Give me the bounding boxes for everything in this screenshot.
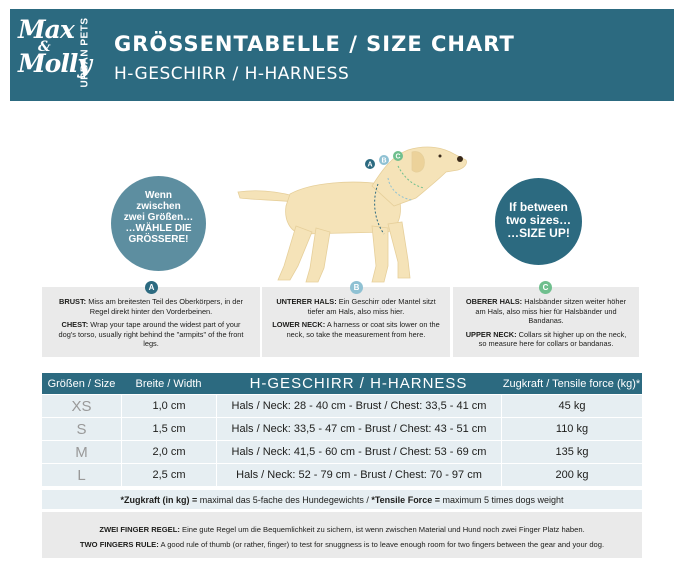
rule-en-text: A good rule of thumb (or rather, finger)… [158, 540, 605, 549]
note-en-label: *Tensile Force = [371, 494, 443, 505]
cell-force: 135 kg [501, 441, 642, 463]
lower-neck-de-label: UNTERER HALS: [276, 297, 337, 306]
logo-line1: Max [18, 15, 75, 44]
cell-force: 45 kg [501, 395, 642, 417]
lower-neck-en-text: A harness or coat sits lower on the neck… [286, 320, 440, 339]
table-row: L 2,5 cm Hals / Neck: 52 - 79 cm - Brust… [42, 463, 642, 486]
rule-de-text: Eine gute Regel um die Bequemlichkeit zu… [179, 525, 585, 534]
tip-de-line2: zwischen [136, 201, 181, 212]
rule-en-label: TWO FINGERS RULE: [79, 540, 159, 549]
logo-side-label: URBAN PETS [79, 17, 91, 88]
cell-width: 1,0 cm [121, 395, 216, 417]
tip-en-line2: two sizes… [505, 213, 572, 227]
page-title: GRÖSSENTABELLE / SIZE CHART [114, 32, 515, 56]
two-finger-rule: ZWEI FINGER REGEL: Eine gute Regel um di… [42, 512, 642, 558]
cell-size: XS [71, 397, 92, 415]
marker-a-icon [365, 159, 375, 169]
page-subtitle: H-GESCHIRR / H-HARNESS [114, 64, 350, 84]
marker-b-icon [379, 155, 389, 165]
note-en-text: maximum 5 times dogs weight [442, 494, 564, 505]
tip-de-line1: Wenn [144, 190, 173, 201]
lower-neck-en-label: LOWER NECK: [272, 320, 326, 329]
cell-size: L [77, 466, 86, 484]
note-de-text: maximal das 5-fache des Hundegewichts / [199, 494, 372, 505]
note-de-label: *Zugkraft (in kg) = [120, 494, 200, 505]
dog-eye [438, 154, 442, 158]
cell-width: 1,5 cm [121, 418, 216, 440]
chest-measure-line [374, 183, 385, 235]
info-panel-chest: BRUST: Miss am breitesten Teil des Oberk… [42, 287, 260, 357]
upper-neck-de-label: OBERER HALS: [465, 297, 523, 306]
cell-force: 110 kg [501, 418, 642, 440]
marker-c-icon [393, 151, 403, 161]
cell-size: M [75, 443, 88, 461]
badge-b: B [350, 281, 363, 294]
cell-measure: Hals / Neck: 28 - 40 cm - Brust / Chest:… [216, 395, 501, 417]
info-panel-upper-neck: OBERER HALS: Halsbänder sitzen weiter hö… [453, 287, 639, 357]
cell-measure: Hals / Neck: 52 - 79 cm - Brust / Chest:… [216, 464, 501, 486]
table-header: Größen / Size Breite / Width H-GESCHIRR … [42, 373, 642, 394]
dog-nose [457, 156, 463, 162]
tip-de-line4: …WÄHLE DIE [125, 223, 192, 234]
upper-neck-measure-line [397, 165, 425, 189]
lower-neck-measure-line [387, 177, 413, 201]
chest-de-text: Miss am breitesten Teil des Oberkörpers,… [88, 297, 243, 316]
info-panel-lower-neck: UNTERER HALS: Ein Geschirr oder Mantel s… [262, 287, 450, 357]
tip-en-line1: If between [509, 200, 568, 214]
tip-en-line3: …SIZE UP! [507, 226, 570, 240]
table-row: M 2,0 cm Hals / Neck: 41,5 - 60 cm - Bru… [42, 440, 642, 463]
logo-side-text: URBAN PETS [78, 17, 92, 89]
badge-a: A [145, 281, 158, 294]
cell-measure: Hals / Neck: 33,5 - 47 cm - Brust / Ches… [216, 418, 501, 440]
tip-de-line5: GRÖSSERE! [128, 234, 189, 245]
table-row: S 1,5 cm Hals / Neck: 33,5 - 47 cm - Bru… [42, 417, 642, 440]
upper-neck-en-text: Collars sit higher up on the neck, so me… [478, 329, 627, 349]
chest-en-text: Wrap your tape around the widest part of… [58, 320, 244, 348]
header-size: Größen / Size [47, 377, 116, 390]
cell-measure: Hals / Neck: 41,5 - 60 cm - Brust / Ches… [216, 441, 501, 463]
header-harness: H-GESCHIRR / H-HARNESS [249, 375, 468, 392]
logo-amp: & [38, 39, 51, 55]
logo-line2: Molly [18, 49, 92, 78]
cell-width: 2,5 cm [121, 464, 216, 486]
chest-de-label: BRUST: [59, 297, 87, 306]
tensile-force-note: *Zugkraft (in kg) = maximal das 5-fache … [42, 489, 642, 509]
header-width: Breite / Width [135, 377, 202, 390]
chest-en-label: CHEST: [61, 320, 89, 329]
dog-illustration: A B C [237, 146, 467, 283]
lower-neck-de-text: Ein Geschirr oder Mantel sitzt tiefer am… [307, 297, 436, 316]
cell-size: S [76, 420, 87, 438]
size-tip-circle-en: If between two sizes… …SIZE UP! [495, 178, 582, 265]
marker-c-label: C [395, 154, 400, 161]
header-force: Zugkraft / Tensile force (kg)* [502, 377, 641, 390]
size-tip-circle-de: Wenn zwischen zwei Größen… …WÄHLE DIE GR… [111, 176, 206, 271]
cell-width: 2,0 cm [121, 441, 216, 463]
cell-force: 200 kg [501, 464, 642, 486]
header-banner: Max & Molly URBAN PETS GRÖSSENTABELLE / … [10, 9, 674, 101]
tip-de-line3: zwei Größen… [123, 212, 194, 223]
rule-de-label: ZWEI FINGER REGEL: [99, 525, 180, 534]
marker-a-label: A [367, 162, 372, 169]
marker-b-label: B [381, 158, 386, 165]
upper-neck-en-label: UPPER NECK: [465, 329, 517, 339]
badge-c: C [539, 281, 552, 294]
upper-neck-de-text: Halsbänder sitzen weiter höher am Hals, … [475, 297, 627, 325]
table-row: XS 1,0 cm Hals / Neck: 28 - 40 cm - Brus… [42, 394, 642, 417]
logo-wordmark: Max & Molly [18, 15, 92, 78]
size-table: Größen / Size Breite / Width H-GESCHIRR … [42, 373, 642, 486]
brand-logo: Max & Molly URBAN PETS [18, 15, 96, 91]
